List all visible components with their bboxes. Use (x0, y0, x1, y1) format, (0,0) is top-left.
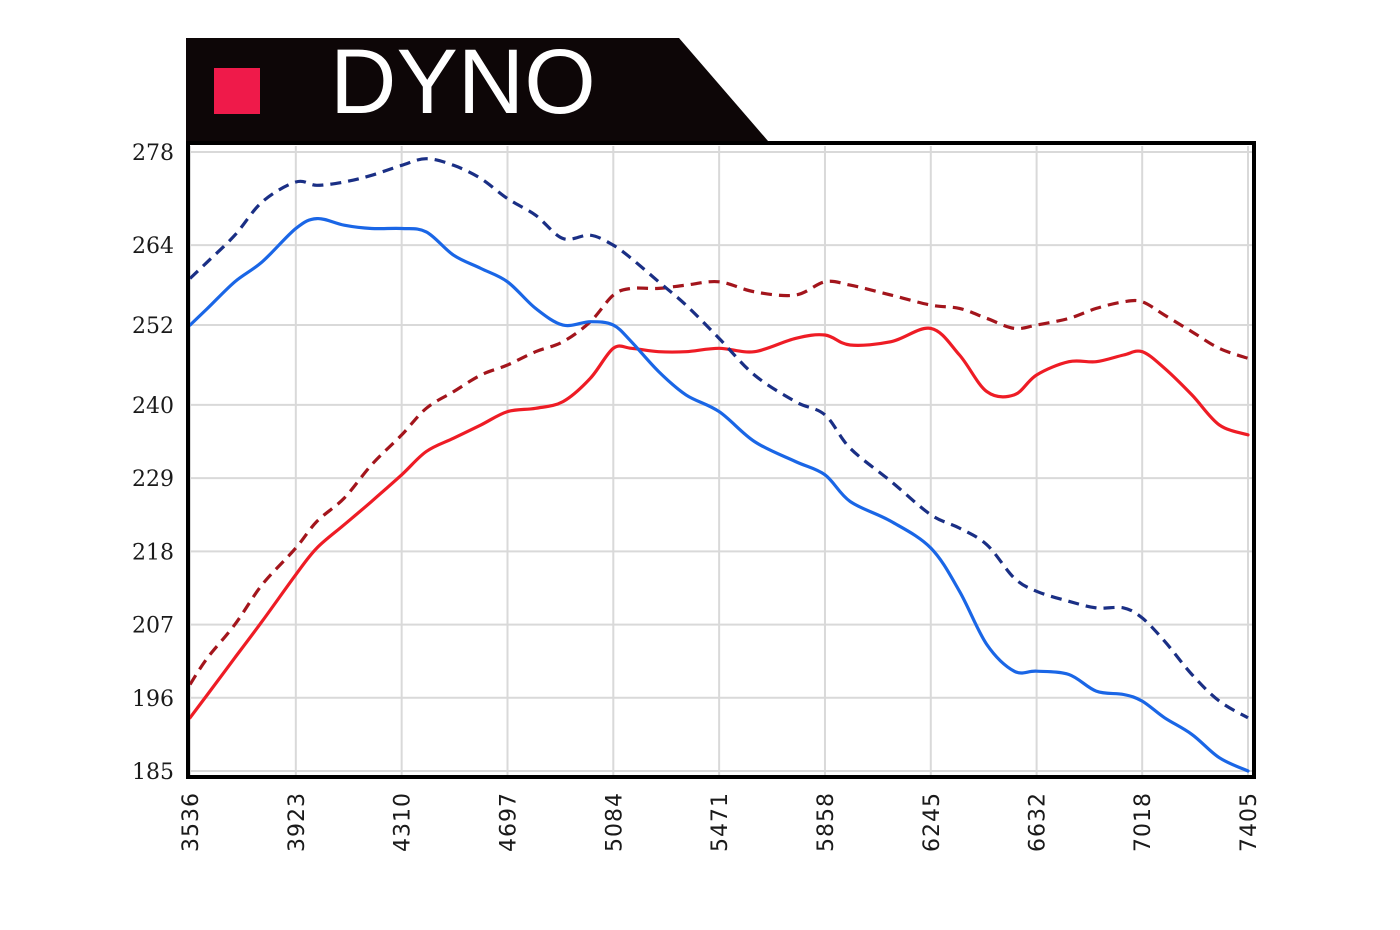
grid (188, 146, 1252, 775)
y-tick-label: 196 (132, 687, 174, 712)
x-tick-label: 4697 (496, 792, 521, 852)
plot-frame (186, 141, 1256, 779)
x-tick-label: 6245 (920, 792, 945, 852)
x-tick-label: 3923 (285, 792, 310, 852)
y-axis-tick-labels: 278 264 252 240 229 218 207 196 185 (132, 141, 174, 785)
y-tick-label: 185 (132, 760, 174, 785)
blue-solid-line (188, 216, 1250, 773)
x-tick-label: 7405 (1237, 792, 1262, 852)
x-axis-tick-labels: 3536 3923 4310 4697 5084 5471 5858 6245 6632 7018… (179, 792, 1262, 852)
x-tick-label: 6632 (1026, 792, 1051, 852)
x-tick-label: 7018 (1131, 792, 1156, 852)
series-lines (188, 157, 1250, 773)
y-tick-label: 218 (132, 540, 174, 565)
title-banner (186, 38, 768, 141)
x-tick-label: 5858 (814, 792, 839, 852)
y-tick-label: 240 (132, 394, 174, 419)
y-tick-label: 264 (132, 234, 174, 259)
red-solid-line (188, 326, 1250, 720)
dark-red-dashed-line (188, 279, 1249, 686)
x-tick-label: 5084 (602, 792, 627, 852)
navy-dashed-line (188, 157, 1249, 720)
y-tick-label: 207 (132, 614, 174, 639)
x-tick-label: 3536 (179, 792, 204, 852)
chart-title: DYNO (330, 31, 596, 133)
x-tick-label: 4310 (391, 792, 416, 852)
y-tick-label: 252 (132, 314, 174, 339)
x-tick-label: 5471 (708, 792, 733, 852)
y-tick-label: 229 (132, 467, 174, 492)
y-tick-label: 278 (132, 141, 174, 166)
accent-square-icon (214, 68, 260, 114)
